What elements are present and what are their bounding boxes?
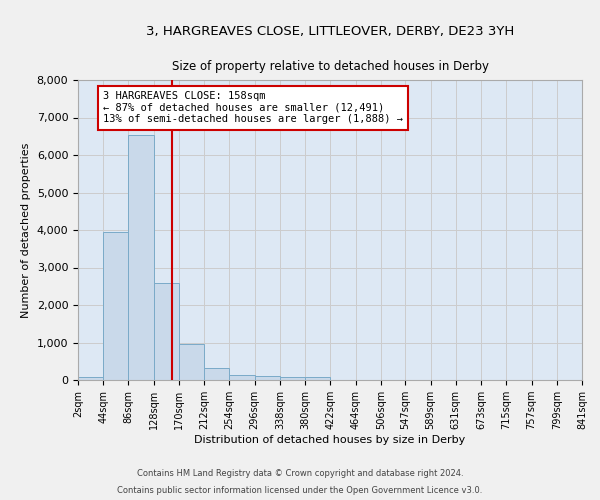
Text: Contains public sector information licensed under the Open Government Licence v3: Contains public sector information licen… xyxy=(118,486,482,495)
Bar xyxy=(179,344,204,380)
Text: 3, HARGREAVES CLOSE, LITTLEOVER, DERBY, DE23 3YH: 3, HARGREAVES CLOSE, LITTLEOVER, DERBY, … xyxy=(146,25,514,38)
Bar xyxy=(280,376,305,380)
Y-axis label: Number of detached properties: Number of detached properties xyxy=(21,142,31,318)
X-axis label: Distribution of detached houses by size in Derby: Distribution of detached houses by size … xyxy=(194,435,466,445)
Text: 3 HARGREAVES CLOSE: 158sqm
← 87% of detached houses are smaller (12,491)
13% of : 3 HARGREAVES CLOSE: 158sqm ← 87% of deta… xyxy=(103,91,403,124)
Bar xyxy=(305,378,331,380)
Text: Contains HM Land Registry data © Crown copyright and database right 2024.: Contains HM Land Registry data © Crown c… xyxy=(137,468,463,477)
Bar xyxy=(78,377,103,380)
Bar xyxy=(103,232,128,380)
Bar xyxy=(154,282,179,380)
Bar xyxy=(229,375,254,380)
Bar xyxy=(204,368,229,380)
Bar xyxy=(254,376,280,380)
Bar xyxy=(128,135,154,380)
Text: Size of property relative to detached houses in Derby: Size of property relative to detached ho… xyxy=(172,60,488,73)
